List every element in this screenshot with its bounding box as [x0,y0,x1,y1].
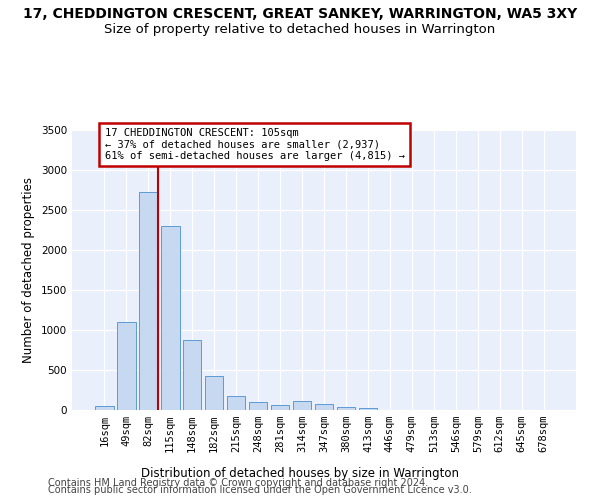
Text: Distribution of detached houses by size in Warrington: Distribution of detached houses by size … [141,467,459,480]
Text: Contains public sector information licensed under the Open Government Licence v3: Contains public sector information licen… [48,485,472,495]
Bar [293,401,311,410]
Bar [337,407,355,410]
Text: Size of property relative to detached houses in Warrington: Size of property relative to detached ho… [104,22,496,36]
Bar [271,405,289,410]
Bar [117,322,136,410]
Bar [139,192,158,410]
Bar [95,406,113,410]
Text: Contains HM Land Registry data © Crown copyright and database right 2024.: Contains HM Land Registry data © Crown c… [48,478,428,488]
Bar [359,408,377,410]
Bar [205,376,223,410]
Text: 17, CHEDDINGTON CRESCENT, GREAT SANKEY, WARRINGTON, WA5 3XY: 17, CHEDDINGTON CRESCENT, GREAT SANKEY, … [23,8,577,22]
Bar [314,404,334,410]
Text: 17 CHEDDINGTON CRESCENT: 105sqm
← 37% of detached houses are smaller (2,937)
61%: 17 CHEDDINGTON CRESCENT: 105sqm ← 37% of… [104,128,404,161]
Bar [249,402,268,410]
Bar [227,396,245,410]
Bar [183,340,202,410]
Bar [161,226,179,410]
Y-axis label: Number of detached properties: Number of detached properties [22,177,35,363]
